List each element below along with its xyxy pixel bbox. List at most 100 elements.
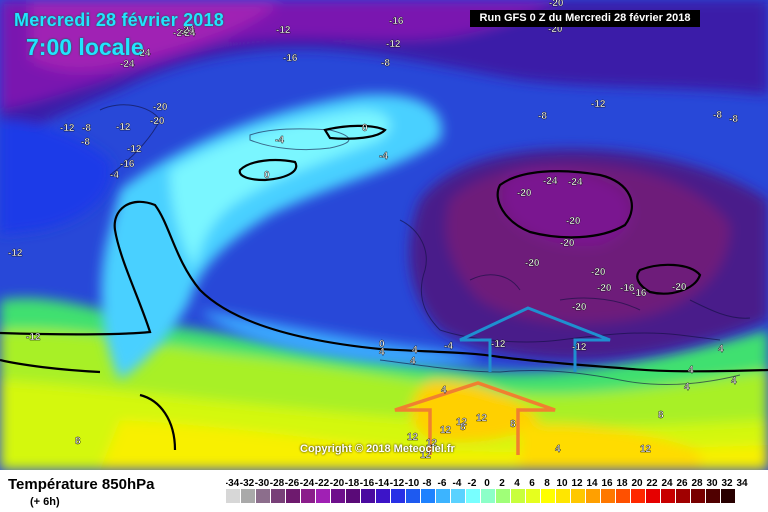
legend-color-swatch (346, 489, 360, 503)
isotherm-value-label: -12 (116, 122, 131, 133)
isotherm-value-label: -20 (548, 24, 563, 35)
isotherm-value-label: -8 (381, 58, 390, 69)
legend-color-swatch (661, 489, 675, 503)
legend-tick-label: -26 (285, 478, 300, 489)
isotherm-value-label: -16 (632, 288, 647, 299)
isotherm-value-label: -16 (389, 16, 404, 27)
legend-tick-label: 6 (529, 478, 535, 489)
isotherm-value-label: 12 (426, 438, 438, 449)
isotherm-value-label: -20 (572, 302, 587, 313)
isotherm-value-label: -20 (525, 258, 540, 269)
legend-tick-label: 20 (631, 478, 643, 489)
isotherm-value-label: -24 (180, 25, 195, 36)
legend-tick-label: -4 (453, 478, 462, 489)
blue-arrow-outline (459, 306, 611, 372)
isotherm-value-label: -12 (491, 339, 506, 350)
legend-color-swatch (556, 489, 570, 503)
legend-tick-label: 0 (484, 478, 490, 489)
isotherm-value-label: 0 (264, 170, 270, 181)
isotherm-value-label: -20 (150, 116, 165, 127)
legend-tick-label: 34 (736, 478, 748, 489)
color-scale-legend: -34 -32 -30 -28 -26 -24 -22 -20 -18 -16 -14 -12 -10-… (226, 478, 748, 503)
isotherm-value-label: -16 (283, 53, 298, 64)
legend-tick-label: 16 (601, 478, 613, 489)
legend-tick-label: -12 (390, 478, 405, 489)
legend-tick-label: -24 (300, 478, 315, 489)
isotherm-value-label: -20 (549, 0, 564, 9)
legend-color-swatch (616, 489, 630, 503)
legend-tick-label: -6 (438, 478, 447, 489)
legend-color-swatch (496, 489, 510, 503)
isotherm-value-label: 12 (440, 425, 452, 436)
legend-color-swatch (586, 489, 600, 503)
legend-tick-label: 26 (676, 478, 688, 489)
legend-tick-label: -14 (375, 478, 390, 489)
legend-tick-label: 30 (706, 478, 718, 489)
isotherm-value-label: -12 (8, 248, 23, 259)
cold-pool (409, 149, 768, 361)
legend-color-swatch (601, 489, 615, 503)
isotherm-value-label: -12 (60, 123, 75, 134)
legend-color-swatch (376, 489, 390, 503)
legend-tick-label: -22 (315, 478, 330, 489)
isotherm-value-label: 4 (688, 365, 694, 376)
legend-tick-label: -16 (360, 478, 375, 489)
legend-color-swatch (631, 489, 645, 503)
warm-field (0, 297, 768, 470)
legend-tick-label: -8 (423, 478, 432, 489)
legend-color-swatch (316, 489, 330, 503)
isotherm-value-label: -8 (538, 111, 547, 122)
isotherm-labels: -24-24-12-16-16-12-8-20-24-24-20-24-20-1… (8, 0, 739, 461)
isotherm-value-label: 4 (731, 376, 737, 387)
isotherm-value-label: 12 (420, 450, 432, 461)
isotherm-value-label: -20 (566, 216, 581, 227)
isotherm-value-label: -24 (136, 48, 151, 59)
freezing-isotherms (0, 124, 768, 451)
legend-color-swatch (331, 489, 345, 503)
legend-tick-label: 32 (721, 478, 733, 489)
legend-tick-label: 4 (514, 478, 520, 489)
isotherm-value-label: -20 (597, 283, 612, 294)
isotherm-value-label: -12 (591, 99, 606, 110)
legend-color-swatch (526, 489, 540, 503)
isotherm-value-label: 4 (684, 382, 690, 393)
legend-tick-label: -10 (405, 478, 420, 489)
legend-color-swatch (646, 489, 660, 503)
orange-arrow-outline (394, 381, 556, 455)
legend-tick-label: 10 (556, 478, 568, 489)
legend-color-swatch (676, 489, 690, 503)
legend-color-swatch (391, 489, 405, 503)
isotherm-value-label: -8 (82, 123, 91, 134)
legend-color-swatch (691, 489, 705, 503)
isotherm-value-label: -24 (181, 28, 196, 39)
legend-tick-label: -32 (240, 478, 255, 489)
legend-color-swatch (271, 489, 285, 503)
model-run-banner: Run GFS 0 Z du Mercredi 28 février 2018 (470, 10, 700, 27)
legend-tick-label: -28 (270, 478, 285, 489)
arctic-field (0, 0, 768, 235)
isotherm-value-label: -4 (379, 151, 388, 162)
legend-tick-label: -34 (226, 478, 240, 489)
isotherm-value-label: 4 (718, 344, 724, 355)
isotherm-value-label: -24 (568, 177, 583, 188)
isotherm-value-label: -20 (672, 282, 687, 293)
legend-color-swatch (466, 489, 480, 503)
temperature-map: -24-24-12-16-16-12-8-20-24-24-20-24-20-1… (0, 0, 768, 470)
coastlines (99, 104, 751, 386)
legend-tick-label: -30 (255, 478, 270, 489)
legend-tick-label: -2 (468, 478, 477, 489)
legend-color-swatch (436, 489, 450, 503)
isotherm-value-label: -12 (127, 144, 142, 155)
forecast-time: 7:00 locale (26, 34, 144, 60)
legend-tick-label: -20 (330, 478, 345, 489)
legend-tick-label: 2 (499, 478, 505, 489)
isotherm-value-label: -4 (275, 135, 284, 146)
isotherm-value-label: 12 (407, 432, 419, 443)
isotherm-value-label: -24 (120, 59, 135, 70)
isotherm-value-label: 4 (410, 356, 416, 367)
isotherm-value-label: 4 (412, 345, 418, 356)
isotherm-value-label: -20 (591, 267, 606, 278)
isotherm-value-label: -16 (620, 283, 635, 294)
legend-color-swatch (721, 489, 735, 503)
isotherm-value-label: 8 (75, 436, 81, 447)
